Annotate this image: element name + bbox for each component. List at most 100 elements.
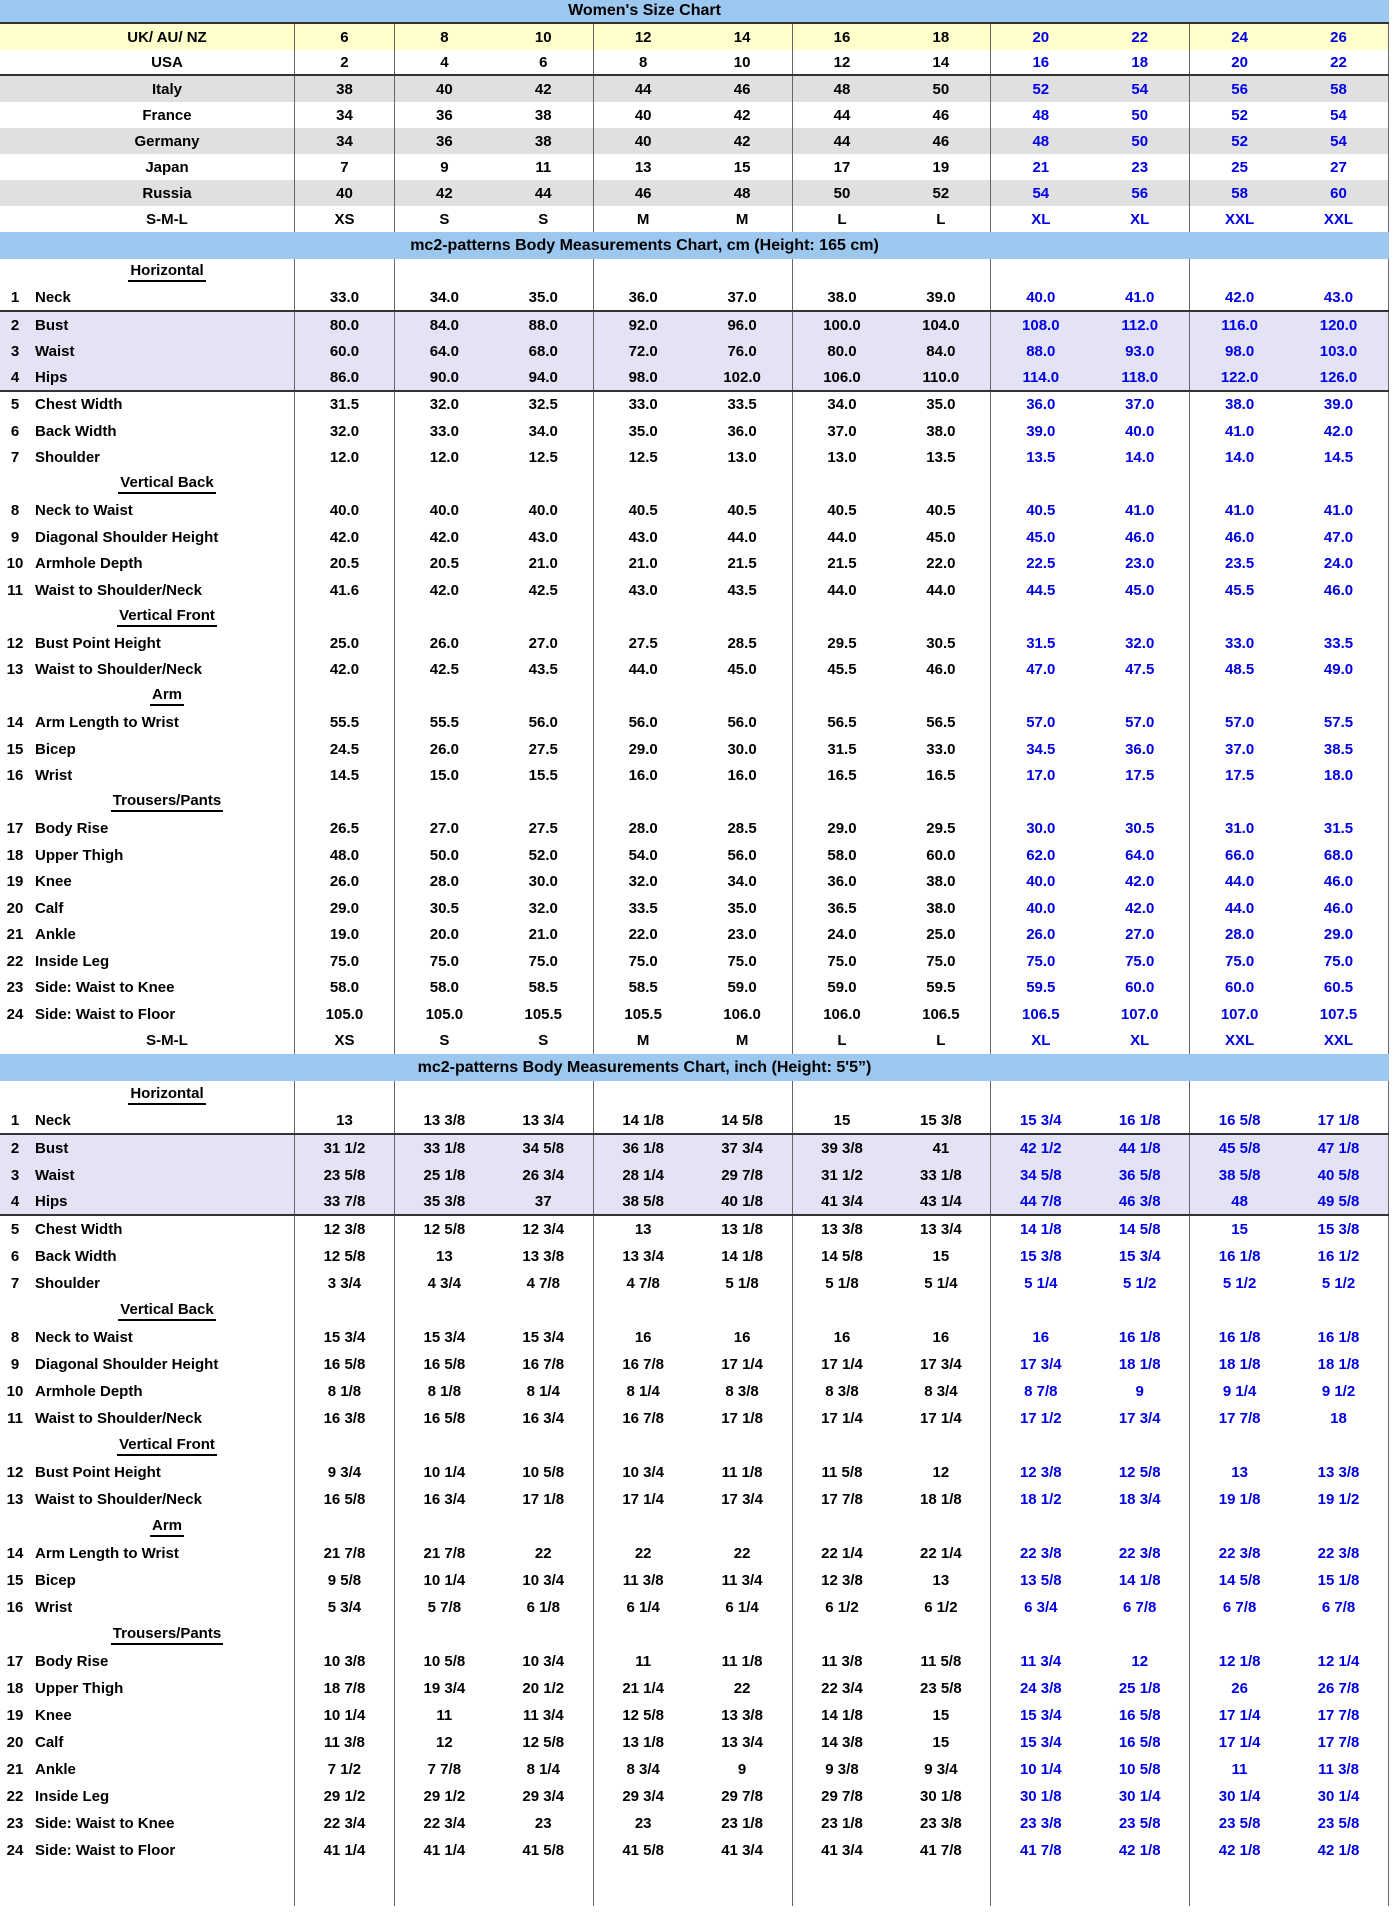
value-cell — [593, 259, 693, 286]
value-cell: 43.0 — [593, 577, 693, 604]
inch-measurements-section: Horizontal 1 Neck 13 13 3/8 13 3/4 14 1/8 14 5/… — [0, 1081, 1389, 1864]
value-cell: 17 1/8 — [1289, 1108, 1389, 1133]
value-cell: 94.0 — [493, 365, 594, 390]
value-cell: 11 — [593, 1648, 693, 1675]
measurement-name: Calf — [35, 1734, 64, 1751]
value-cell: 7 — [295, 154, 395, 180]
value-cell: 42.0 — [295, 656, 395, 683]
value-cell: 56.5 — [891, 709, 992, 736]
value-cell: 93.0 — [1090, 338, 1191, 365]
value-cell: XS — [295, 1027, 395, 1054]
value-cell: 15 — [1190, 1216, 1290, 1243]
measurement-name: Side: Waist to Knee — [35, 1815, 175, 1832]
value-cell — [891, 1621, 992, 1648]
value-cell: 11 5/8 — [792, 1459, 892, 1486]
value-cell: 10 3/4 — [493, 1567, 594, 1594]
value-cell: 41 7/8 — [991, 1837, 1091, 1864]
value-cell: 37.0 — [792, 418, 892, 445]
row-number: 2 — [10, 1140, 20, 1157]
value-cell: 41 3/4 — [792, 1189, 892, 1214]
value-cell: 11 3/8 — [1289, 1756, 1389, 1783]
value-cell: 27.0 — [394, 815, 494, 842]
row-label: 6 Back Width — [0, 418, 295, 445]
value-cell — [692, 683, 793, 710]
value-cell: 15 3/8 — [991, 1243, 1091, 1270]
row-number: 11 — [7, 581, 23, 599]
value-cell — [792, 1864, 892, 1906]
value-cell: 27.5 — [493, 736, 594, 763]
table-row: 16 Wrist 5 3/4 5 7/8 6 1/8 6 1/4 6 1/4 6 1/2 6 1… — [0, 1594, 1389, 1621]
value-cell: 11 — [394, 1702, 494, 1729]
value-cell: 56.0 — [593, 709, 693, 736]
value-cell: 17 1/4 — [1190, 1729, 1290, 1756]
value-cell: 8 1/8 — [295, 1378, 395, 1405]
value-cell: L — [792, 206, 892, 232]
value-cell — [295, 789, 395, 816]
value-cell: 21 7/8 — [295, 1540, 395, 1567]
measurement-name: Back Width — [35, 422, 117, 440]
value-cell: 11 3/4 — [692, 1567, 793, 1594]
value-cell: 40.0 — [493, 497, 594, 524]
value-cell: 40.5 — [792, 497, 892, 524]
value-cell: 31.0 — [1190, 815, 1290, 842]
value-cell: 57.0 — [991, 709, 1091, 736]
value-cell: 44.0 — [593, 656, 693, 683]
value-cell: 50 — [1090, 102, 1191, 128]
value-cell: 48.5 — [1190, 656, 1290, 683]
value-cell: 43.0 — [493, 524, 594, 551]
value-cell: 31.5 — [295, 391, 395, 418]
value-cell: 16 1/8 — [1190, 1324, 1290, 1351]
group-label: Arm — [149, 1517, 184, 1537]
value-cell: 16 — [692, 1324, 793, 1351]
row-label: 8 Neck to Waist — [0, 497, 295, 524]
row-number: 10 — [6, 1383, 24, 1400]
table-row: S-M-L XS S S M M L L XL XL XXL XXL — [0, 1027, 1389, 1054]
value-cell: 24.0 — [792, 921, 892, 948]
value-cell: 46 — [692, 76, 793, 102]
row-label: Italy — [0, 76, 295, 102]
table-row: 3 Waist 60.0 64.0 68.0 72.0 76.0 80.0 84.0 88.0 93… — [0, 338, 1389, 365]
value-cell — [493, 471, 594, 498]
value-cell: 9 3/4 — [891, 1756, 992, 1783]
value-cell: 15 3/4 — [493, 1324, 594, 1351]
value-cell: 38.0 — [891, 418, 992, 445]
value-cell: 17 1/4 — [891, 1405, 992, 1432]
value-cell: 23.0 — [1090, 550, 1191, 577]
table-row: 18 Upper Thigh 18 7/8 19 3/4 20 1/2 21 1/4 22 2… — [0, 1675, 1389, 1702]
measurement-name: Inside Leg — [35, 952, 110, 970]
value-cell: 56 — [1190, 76, 1290, 102]
row-label: 23 Side: Waist to Knee — [0, 1810, 295, 1837]
value-cell: 30 1/8 — [991, 1783, 1091, 1810]
value-cell: 29 3/4 — [593, 1783, 693, 1810]
value-cell: 41 5/8 — [593, 1837, 693, 1864]
table-row: 15 Bicep 9 5/8 10 1/4 10 3/4 11 3/8 11 3/4 12 3… — [0, 1567, 1389, 1594]
value-cell: 14.0 — [1090, 444, 1191, 471]
value-cell: 17 3/4 — [1090, 1405, 1191, 1432]
value-cell — [593, 1621, 693, 1648]
value-cell — [295, 1297, 395, 1324]
value-cell: 120.0 — [1289, 312, 1389, 339]
value-cell: 30.5 — [891, 630, 992, 657]
value-cell: 52 — [1190, 102, 1290, 128]
value-cell: 19 1/2 — [1289, 1486, 1389, 1513]
table-row: 11 Waist to Shoulder/Neck 41.6 42.0 42.5 43.0… — [0, 577, 1389, 604]
value-cell: 26.0 — [394, 630, 494, 657]
value-cell: 80.0 — [792, 338, 892, 365]
row-label: Horizontal — [0, 259, 295, 286]
table-row: 19 Knee 10 1/4 11 11 3/4 12 5/8 13 3/8 14 1/8 15… — [0, 1702, 1389, 1729]
row-label: 17 Body Rise — [0, 815, 295, 842]
row-label: S-M-L — [0, 206, 295, 232]
value-cell: 18 — [1090, 50, 1191, 74]
value-cell: 16 1/8 — [1090, 1324, 1191, 1351]
value-cell — [792, 471, 892, 498]
row-label: 19 Knee — [0, 1702, 295, 1729]
value-cell: 15.0 — [394, 762, 494, 789]
value-cell: 23 5/8 — [1190, 1810, 1290, 1837]
value-cell: 10 3/8 — [295, 1648, 395, 1675]
value-cell — [991, 259, 1091, 286]
value-cell: 4 7/8 — [493, 1270, 594, 1297]
measurement-name: Arm Length to Wrist — [35, 714, 179, 732]
value-cell: 56.0 — [493, 709, 594, 736]
row-label: 21 Ankle — [0, 921, 295, 948]
row-label: Horizontal — [0, 1081, 295, 1108]
